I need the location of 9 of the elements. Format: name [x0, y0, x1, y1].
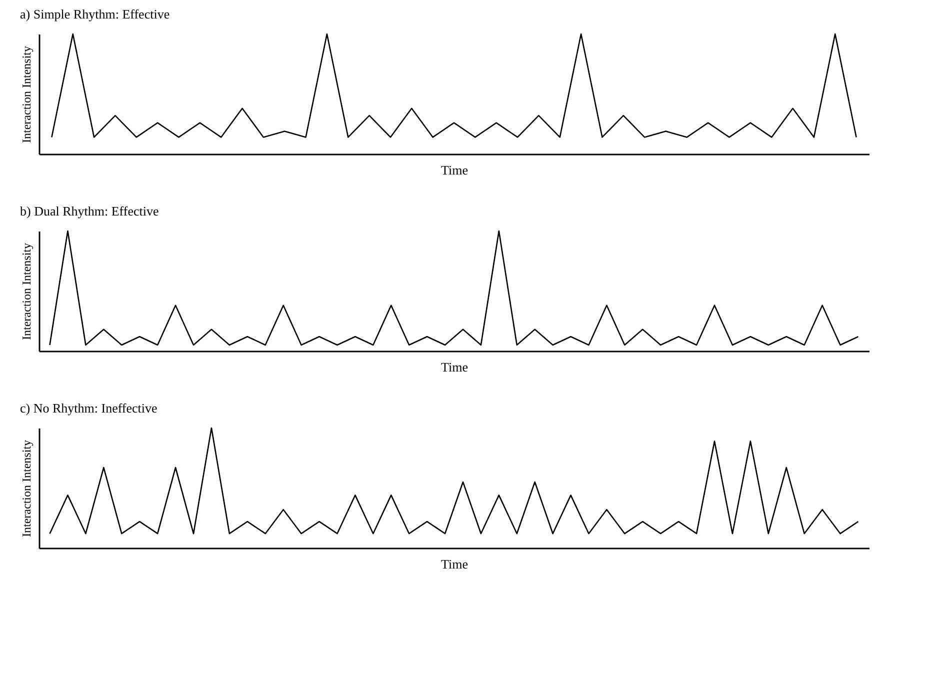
x-axis-title: Time	[441, 162, 468, 178]
y-axis-title: Interaction Intensity	[20, 440, 34, 537]
y-axis-title: Interaction Intensity	[20, 46, 34, 143]
x-axis-title: Time	[441, 556, 468, 572]
chart-title: b) Dual Rhythm: Effective	[20, 203, 159, 218]
x-axis-title: Time	[441, 360, 468, 374]
chart-title: c) No Rhythm: Ineffective	[20, 400, 158, 416]
y-axis-title: Interaction Intensity	[20, 243, 34, 340]
chart-title: a) Simple Rhythm: Effective	[20, 6, 170, 22]
